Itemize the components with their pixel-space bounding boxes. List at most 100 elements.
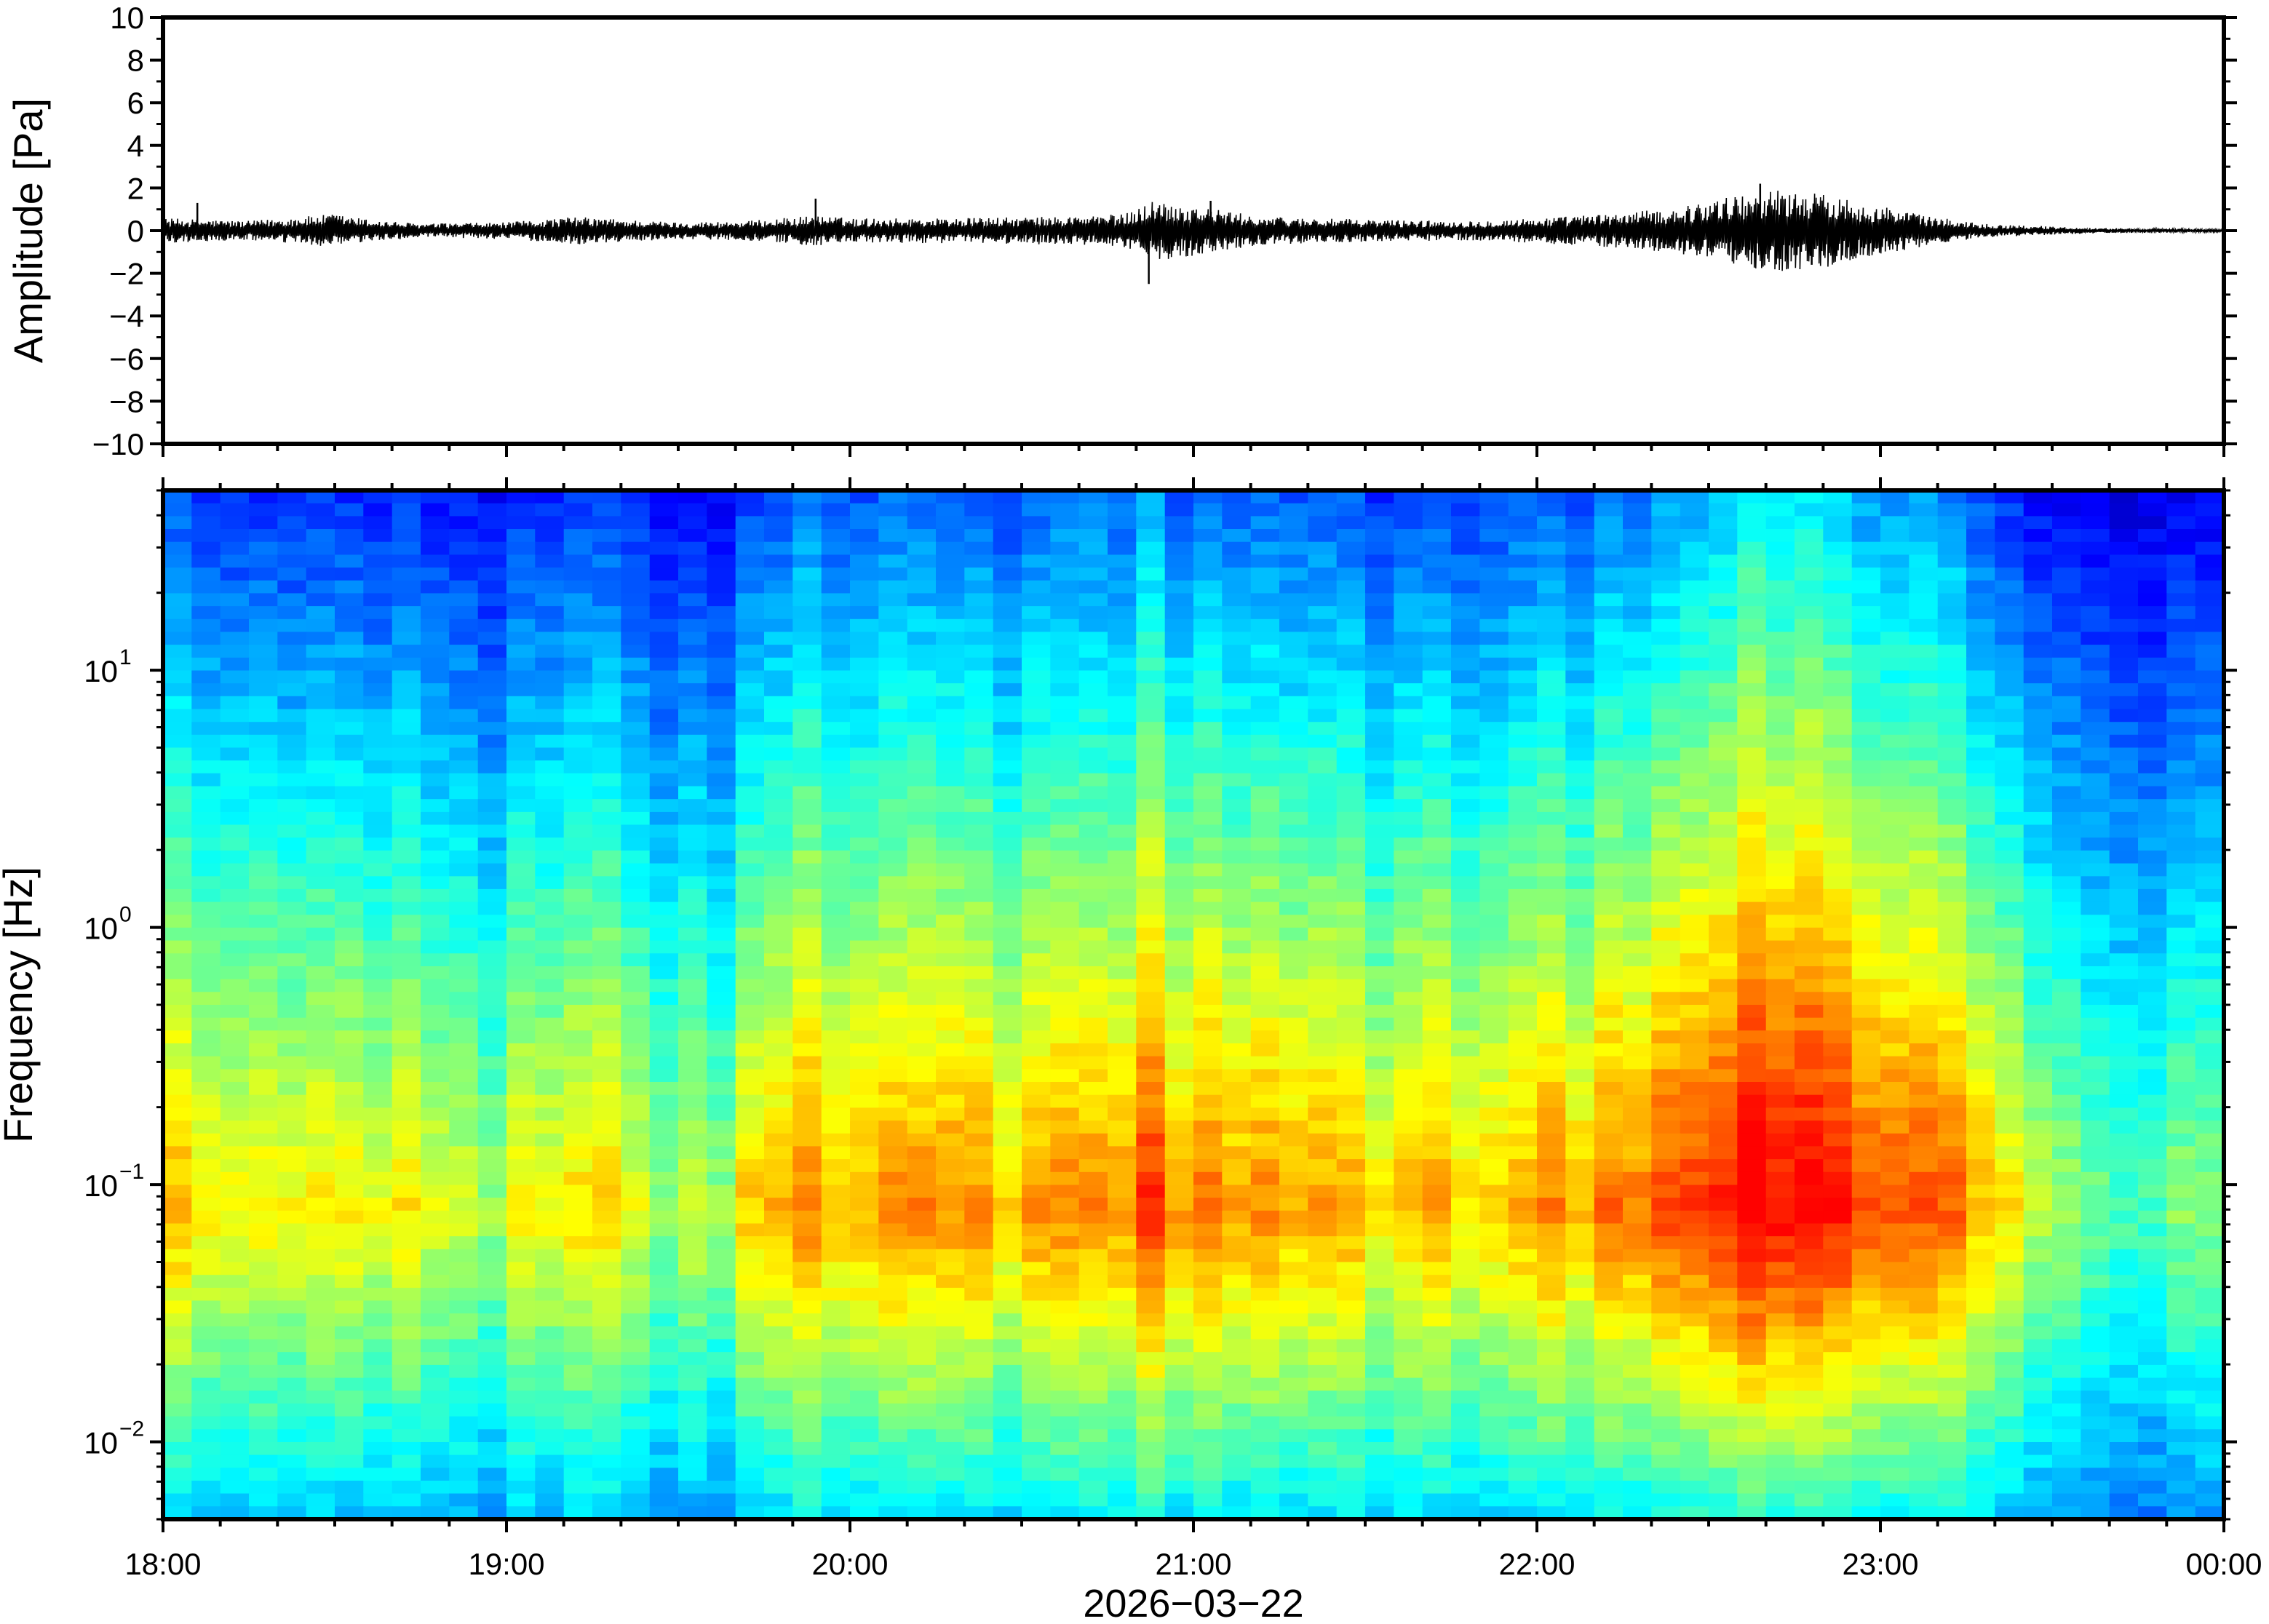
spectrogram-cell bbox=[1851, 1069, 1881, 1083]
spectrogram-cell bbox=[850, 606, 880, 620]
spectrogram-cell bbox=[1422, 1133, 1452, 1147]
spectrogram-cell bbox=[735, 1107, 765, 1122]
spectrogram-cell bbox=[2081, 786, 2110, 800]
spectrogram-cell bbox=[392, 876, 421, 890]
spectrogram-cell bbox=[1594, 1171, 1624, 1186]
spectrogram-cell bbox=[392, 1005, 421, 1019]
spectrogram-cell bbox=[964, 811, 994, 826]
spectrogram-cell bbox=[2166, 1056, 2196, 1070]
spectrogram-cell bbox=[821, 554, 851, 569]
spectrogram-cell bbox=[1594, 632, 1624, 646]
spectrogram-cell bbox=[1594, 516, 1624, 530]
spectrogram-cell bbox=[1880, 837, 1910, 851]
spectrogram-cell bbox=[1222, 1030, 1252, 1044]
spectrogram-cell bbox=[1193, 568, 1223, 581]
spectrogram-cell bbox=[907, 1262, 937, 1276]
spectrogram-cell bbox=[1050, 940, 1080, 955]
spectrogram-cell bbox=[907, 863, 937, 877]
spectrogram-cell bbox=[792, 1082, 822, 1096]
spectrogram-cell bbox=[1709, 876, 1738, 890]
spectrogram-cell bbox=[2023, 863, 2053, 877]
spectrogram-cell bbox=[1937, 888, 1967, 903]
spectrogram-cell bbox=[1651, 927, 1681, 942]
spectrogram-cell bbox=[220, 901, 250, 916]
spectrogram-cell bbox=[707, 1146, 736, 1161]
spectrogram-cell bbox=[1995, 1056, 2024, 1070]
spectrogram-cell bbox=[249, 1262, 279, 1276]
spectrogram-cell bbox=[1909, 888, 1939, 903]
spectrogram-cell bbox=[1737, 1133, 1767, 1147]
spectrogram-cell bbox=[1250, 773, 1280, 787]
spectrogram-cell bbox=[1966, 811, 1996, 826]
spectrogram-cell bbox=[2109, 1171, 2139, 1186]
spectrogram-cell bbox=[506, 1236, 536, 1250]
spectrogram-cell bbox=[1164, 1210, 1194, 1225]
spectrogram-cell bbox=[1594, 786, 1624, 800]
spectrogram-cell bbox=[1250, 1082, 1280, 1096]
spectrogram-cell bbox=[1108, 979, 1137, 993]
spectrogram-cell bbox=[2052, 940, 2082, 955]
spectrogram-cell bbox=[1909, 1300, 1939, 1315]
spectrogram-cell bbox=[764, 786, 794, 800]
spectrogram-cell bbox=[1336, 1210, 1366, 1225]
spectrogram-cell bbox=[1709, 915, 1738, 928]
spectrogram-cell bbox=[1565, 516, 1595, 530]
spectrogram-cell bbox=[1250, 1210, 1280, 1225]
spectrogram-cell bbox=[163, 696, 193, 710]
spectrogram-cell bbox=[592, 747, 622, 762]
spectrogram-cell bbox=[2109, 606, 2139, 620]
spectrogram-cell bbox=[2195, 734, 2224, 749]
spectrogram-cell bbox=[477, 1094, 507, 1109]
spectrogram-cell bbox=[1680, 529, 1709, 543]
spectrogram-cell bbox=[249, 888, 279, 903]
spectrogram-cell bbox=[1880, 645, 1910, 658]
spectrogram-cell bbox=[1336, 953, 1366, 967]
spectrogram-cell bbox=[1308, 966, 1338, 980]
spectrogram-cell bbox=[1508, 901, 1538, 916]
spectrogram-cell bbox=[1709, 811, 1738, 826]
spectrogram-cell bbox=[1823, 850, 1853, 864]
spectrogram-cell bbox=[1279, 1198, 1309, 1211]
spectrogram-cell bbox=[1623, 1313, 1653, 1327]
spectrogram-cell bbox=[1365, 1198, 1395, 1211]
spectrogram-cell bbox=[1164, 837, 1194, 851]
spectrogram-cell bbox=[592, 837, 622, 851]
spectrogram-cell bbox=[1136, 1082, 1166, 1096]
spectrogram-cell bbox=[1136, 953, 1166, 967]
spectrogram-cell bbox=[277, 606, 307, 620]
spectrogram-cell bbox=[477, 670, 507, 685]
spectrogram-cell bbox=[1479, 915, 1509, 928]
spectrogram-cell bbox=[878, 747, 908, 762]
spectrogram-cell bbox=[1909, 1159, 1939, 1173]
spectrogram-cell bbox=[306, 1069, 335, 1083]
spectrogram-cell bbox=[1508, 1249, 1538, 1263]
spectrogram-cell bbox=[678, 606, 708, 620]
spectrogram-cell bbox=[1508, 786, 1538, 800]
spectrogram-cell bbox=[506, 1262, 536, 1276]
spectrogram-cell bbox=[764, 722, 794, 736]
spectrogram-cell bbox=[1909, 927, 1939, 942]
spectrogram-cell bbox=[993, 1275, 1022, 1289]
spectrogram-cell bbox=[1108, 888, 1137, 903]
spectrogram-cell bbox=[1851, 683, 1881, 697]
spectrogram-cell bbox=[2052, 1017, 2082, 1032]
spectrogram-cell bbox=[878, 966, 908, 980]
spectrogram-cell bbox=[1565, 1326, 1595, 1340]
spectrogram-cell bbox=[936, 953, 966, 967]
spectrogram-cell bbox=[1880, 1043, 1910, 1057]
spectrogram-cell bbox=[477, 901, 507, 916]
spectrogram-cell bbox=[678, 1210, 708, 1225]
spectrogram-cell bbox=[1565, 1082, 1595, 1096]
spectrogram-cell bbox=[1795, 696, 1824, 710]
spectrogram-cell bbox=[1880, 606, 1910, 620]
spectrogram-cell bbox=[707, 1352, 736, 1366]
spectrogram-cell bbox=[191, 529, 221, 543]
spectrogram-cell bbox=[649, 1236, 679, 1250]
spectrogram-cell bbox=[449, 1313, 479, 1327]
spectrogram-cell bbox=[1737, 1094, 1767, 1109]
spectrogram-cell bbox=[477, 516, 507, 530]
spectrogram-cell bbox=[1565, 580, 1595, 594]
spectrogram-cell bbox=[1222, 490, 1252, 504]
spectrogram-cell bbox=[1422, 953, 1452, 967]
spectrogram-cell bbox=[649, 1133, 679, 1147]
